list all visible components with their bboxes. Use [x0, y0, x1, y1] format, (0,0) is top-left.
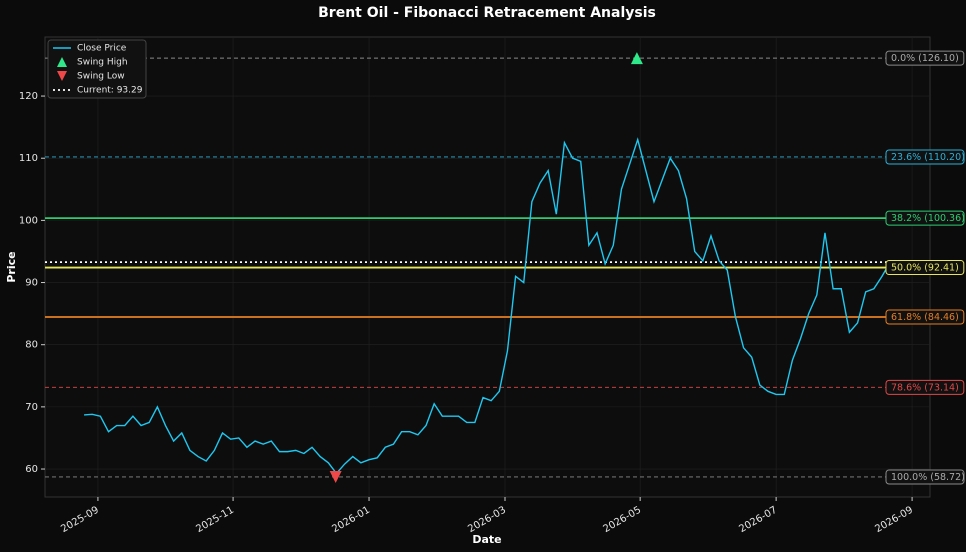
legend-swatch [57, 71, 67, 81]
fib-label-box [885, 260, 965, 276]
fib-label: 50.0% (92.41) [891, 263, 959, 274]
price-line [84, 137, 891, 475]
fib-label: 78.6% (73.14) [891, 382, 959, 393]
fib-label-box [885, 149, 965, 165]
fib-label: 23.6% (110.20) [891, 152, 965, 163]
fib-label-box [885, 50, 965, 66]
swing-marker [630, 52, 643, 65]
y-tick-label: 120 [19, 91, 38, 102]
swing-marker [329, 470, 342, 483]
x-axis-label: Date [472, 533, 501, 546]
legend-box [47, 39, 147, 99]
legend-label: Swing High [77, 58, 128, 68]
fib-label: 61.8% (84.46) [891, 312, 959, 323]
fib-label: 100.0% (58.72) [891, 472, 965, 483]
legend: Close Price Swing High Swing Low Current: 9… [47, 39, 147, 99]
fib-label: 38.2% (100.36) [891, 213, 965, 224]
legend-label: Current: 93.29 [77, 86, 143, 96]
fib-label-box [885, 379, 965, 395]
y-tick-label: 80 [25, 340, 38, 351]
chart-title: Brent Oil - Fibonacci Retracement Analys… [318, 5, 656, 21]
y-axis-label: Price [5, 251, 18, 282]
fib-label: 0.0% (126.10) [891, 53, 959, 64]
legend-swatch [57, 57, 67, 67]
legend-label: Swing Low [77, 72, 125, 82]
fib-label-box [885, 210, 965, 226]
legend-label: Close Price [77, 44, 127, 54]
y-tick-label: 70 [25, 402, 38, 413]
y-tick-label: 100 [19, 215, 38, 226]
y-tick-label: 90 [25, 278, 38, 289]
fib-label-box [885, 469, 965, 485]
y-tick-label: 60 [25, 464, 38, 475]
fib-label-box [885, 309, 965, 325]
y-tick-label: 110 [19, 153, 38, 164]
